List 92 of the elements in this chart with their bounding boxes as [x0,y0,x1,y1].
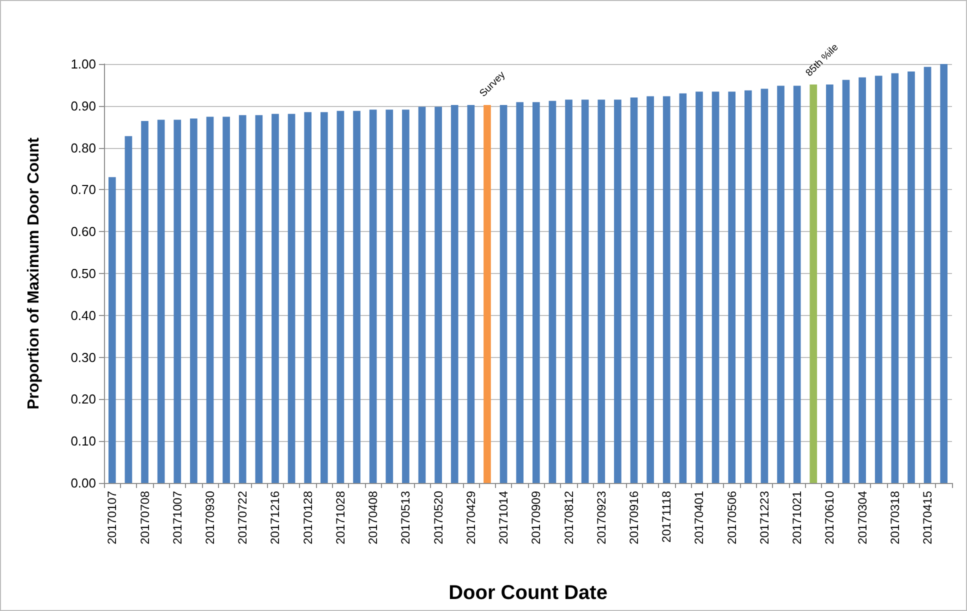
bar [793,86,801,483]
bar [386,110,394,483]
x-tick-label: 20171216 [268,490,282,544]
bar [630,98,638,483]
bar [304,112,312,483]
bar [108,177,116,483]
x-tick-label: 20171007 [170,490,184,544]
x-tick-label: 20171021 [790,490,804,544]
x-tick-label: 20170923 [594,490,608,544]
x-tick-label: 20170401 [692,490,706,544]
bar [565,100,572,483]
x-tick-label: 20170610 [822,490,837,544]
bar [157,120,165,483]
y-tick-label: 0.90 [70,98,96,114]
x-tick-label: 20170128 [300,490,315,544]
bar [891,73,899,483]
bar [728,92,736,483]
bar [124,136,132,483]
x-tick-label: 20170916 [627,490,641,544]
bar [255,115,263,483]
bar [874,76,882,483]
y-tick-label: 0.20 [70,392,96,407]
bar [190,118,198,483]
bar [206,116,214,483]
x-tick-label: 20170812 [562,490,576,544]
x-tick-label: 20170429 [464,490,478,544]
bar [810,84,818,483]
x-tick-label: 20171014 [496,490,511,544]
bar [467,105,475,483]
bar [369,110,377,483]
x-tick-label: 20170107 [105,490,120,544]
y-tick-label: 0.10 [70,434,96,449]
y-tick-label: 0.70 [70,182,96,198]
x-tick-label: 20170708 [138,490,152,544]
x-axis-title: Door Count Date [448,582,608,604]
bar [858,77,866,483]
bar [842,80,850,483]
bar [777,86,784,483]
bar [450,105,458,483]
bar [662,96,670,483]
bar [174,120,182,483]
bar [924,66,932,483]
bar [402,110,410,483]
y-tick-label: 0.60 [70,224,96,240]
x-tick-label: 20170722 [236,490,250,544]
bar [320,112,328,483]
bar [614,100,622,483]
y-tick-label: 1.00 [70,56,96,72]
bar [744,90,752,483]
bar [908,72,915,483]
x-tick-label: 20171223 [757,490,772,544]
x-tick-label: 20171028 [333,490,348,544]
bar [940,64,948,483]
bar [646,96,654,483]
bar [272,114,279,483]
bar [516,102,524,483]
y-tick-label: 0.00 [70,476,96,490]
x-tick-label: 20170930 [203,490,217,544]
x-tick-label: 20170520 [431,490,446,544]
bar [696,92,703,483]
bar [598,100,606,483]
bar [712,92,720,483]
bar [336,110,344,483]
bar [679,93,687,483]
y-tick-label: 0.80 [70,140,96,156]
x-tick-label: 20170513 [398,490,413,544]
bar [500,105,508,483]
y-axis-title: Proportion of Maximum Door Count [26,136,42,410]
bar [288,114,296,483]
x-tick-label: 20170304 [855,490,870,544]
bar [581,100,589,483]
x-tick-label: 20170909 [529,490,544,544]
y-tick-label: 0.30 [70,350,96,365]
x-tick-label: 20171118 [660,490,674,543]
annotation: 85th %ile [804,42,842,79]
x-tick-label: 20170506 [724,490,739,544]
y-tick-label: 0.40 [70,308,96,323]
bar [434,106,442,483]
x-tick-label: 20170318 [888,490,902,544]
x-tick-label: 20170415 [920,490,935,544]
y-tick-label: 0.50 [70,266,96,281]
bar [141,120,148,483]
x-tick-label: 20170408 [366,490,380,544]
bar [353,110,360,483]
bar [760,88,768,483]
bar [238,115,246,483]
bar [484,105,491,483]
bar [532,102,540,483]
bar [222,116,230,483]
bar [548,100,556,483]
bar [418,106,426,483]
bar [826,84,834,483]
